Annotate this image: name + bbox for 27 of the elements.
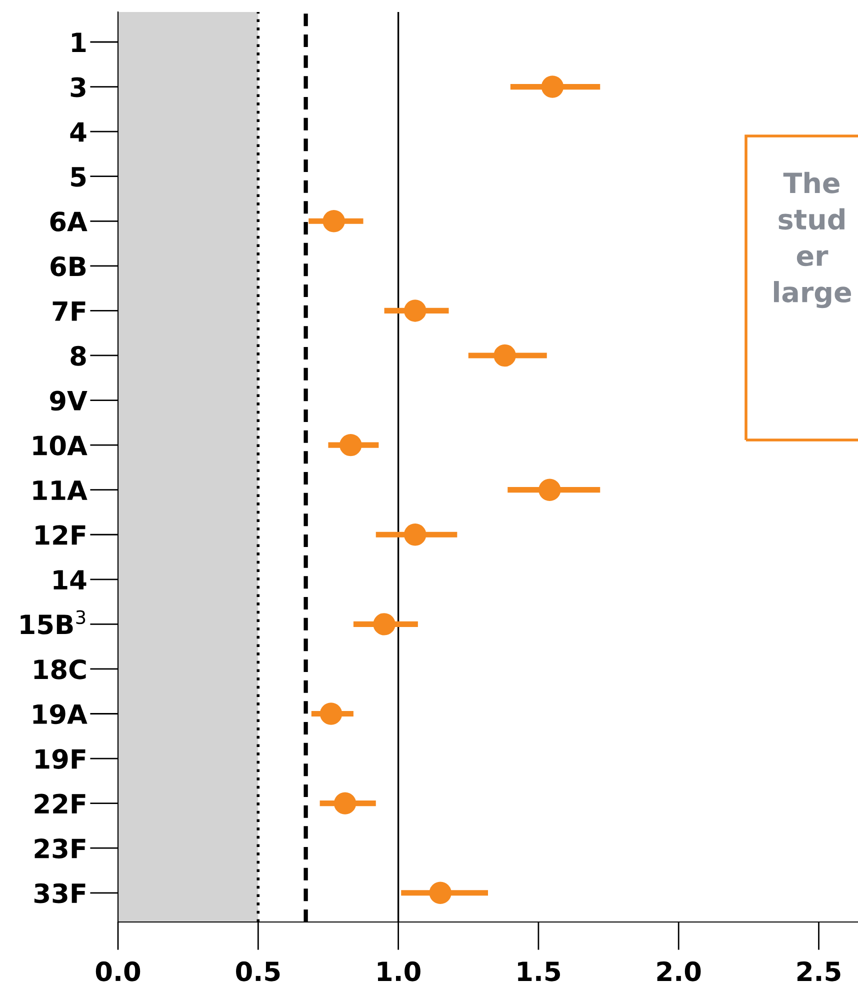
y-tick-label: 6B xyxy=(50,256,86,276)
x-tick-label: 1.0 xyxy=(378,961,420,982)
x-tick-label: 1.5 xyxy=(518,962,560,982)
x-tick-label: 0.0 xyxy=(96,961,140,982)
y-tick-label: 6A xyxy=(50,212,88,232)
x-tick-label: 0.5 xyxy=(236,961,280,982)
y-tick-label: 15B$^{3}$ xyxy=(20,610,86,634)
y-tick-label: 8 xyxy=(70,346,86,366)
y-tick-label: 12F xyxy=(36,525,86,545)
x-tick-label: 2.0 xyxy=(657,961,701,982)
y-tick-label: 22F xyxy=(34,794,86,814)
annotation: The stud er large xyxy=(774,172,851,308)
y-tick-label: 10A xyxy=(33,435,88,456)
y-tick-label: 23F xyxy=(34,838,86,859)
y-tick-label: 4 xyxy=(70,122,86,142)
y-tick-label: 7F xyxy=(52,301,86,321)
y-tick-label: 19A xyxy=(33,704,88,724)
y-tick-label: 11A xyxy=(33,480,88,500)
y-tick-label: 3 xyxy=(70,77,86,98)
y-tick-label: 33F xyxy=(34,883,86,904)
x-tick-label: 2.5 xyxy=(797,961,840,982)
y-tick-label: 1 xyxy=(72,32,86,52)
y-tick-label: 9V xyxy=(50,390,88,411)
y-tick-label: 5 xyxy=(71,167,86,187)
y-tick-label: 14 xyxy=(54,570,86,590)
y-tick-label: 19F xyxy=(36,749,86,769)
y-tick-label: 18C xyxy=(34,659,86,680)
